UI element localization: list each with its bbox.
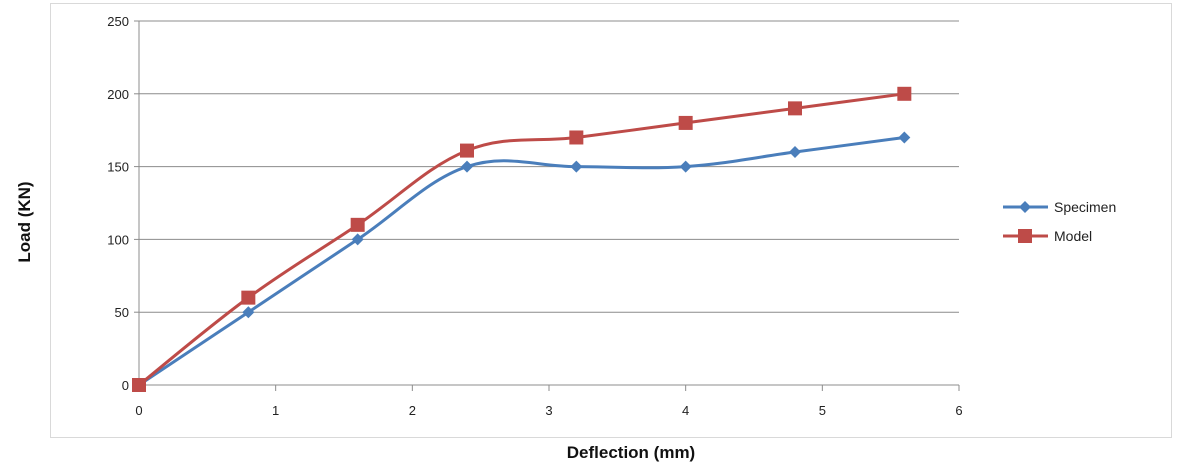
x-tick-label: 2 (409, 403, 416, 418)
diamond-point-specimen (570, 160, 583, 173)
diamond-point-specimen (679, 160, 692, 173)
diamond-point-specimen (351, 233, 364, 246)
square-point-model (788, 101, 802, 116)
diamond-point-specimen (242, 306, 255, 319)
square-point-model (897, 86, 912, 101)
x-tick-label: 0 (135, 403, 142, 418)
y-tick-label: 250 (107, 14, 129, 29)
series-model (132, 86, 912, 392)
diamond-point-specimen (461, 160, 473, 173)
series-line-specimen (138, 135, 905, 387)
x-tick-label: 5 (819, 403, 826, 418)
series-specimen (133, 131, 911, 391)
square-point-model (678, 115, 693, 130)
y-axis-title: Load (KN) (15, 181, 34, 262)
legend-item-model: Model (1003, 228, 1092, 244)
x-tick-label: 6 (955, 403, 962, 418)
legend-item-specimen: Specimen (1003, 199, 1116, 215)
legend-square-icon (1018, 229, 1032, 243)
legend: Specimen Model (1003, 199, 1116, 244)
diamond-point-specimen (898, 131, 911, 144)
series (132, 86, 912, 392)
legend-label: Model (1054, 228, 1092, 244)
y-tick-label: 0 (122, 378, 129, 393)
diamond-point-specimen (789, 146, 801, 159)
y-tick-label: 50 (115, 305, 129, 320)
axes (138, 21, 959, 386)
square-point-model (241, 290, 256, 305)
y-tick-label: 150 (107, 160, 129, 175)
square-point-model (569, 130, 584, 145)
x-axis-title: Deflection (mm) (567, 443, 695, 462)
x-tick-label: 3 (545, 403, 552, 418)
x-tick-label: 4 (682, 403, 689, 418)
x-tick-label: 1 (272, 403, 279, 418)
square-point-model (460, 143, 474, 158)
square-point-model (350, 217, 365, 232)
y-tick-label: 100 (107, 232, 129, 247)
gridlines (134, 20, 960, 391)
tick-labels: 0 50 100 150 200 250 0 1 2 3 4 5 6 (107, 14, 962, 418)
chart-area (50, 3, 1172, 438)
square-point-model (132, 378, 146, 392)
legend-label: Specimen (1054, 199, 1116, 215)
y-tick-label: 200 (107, 87, 129, 102)
legend-diamond-icon (1019, 201, 1031, 213)
